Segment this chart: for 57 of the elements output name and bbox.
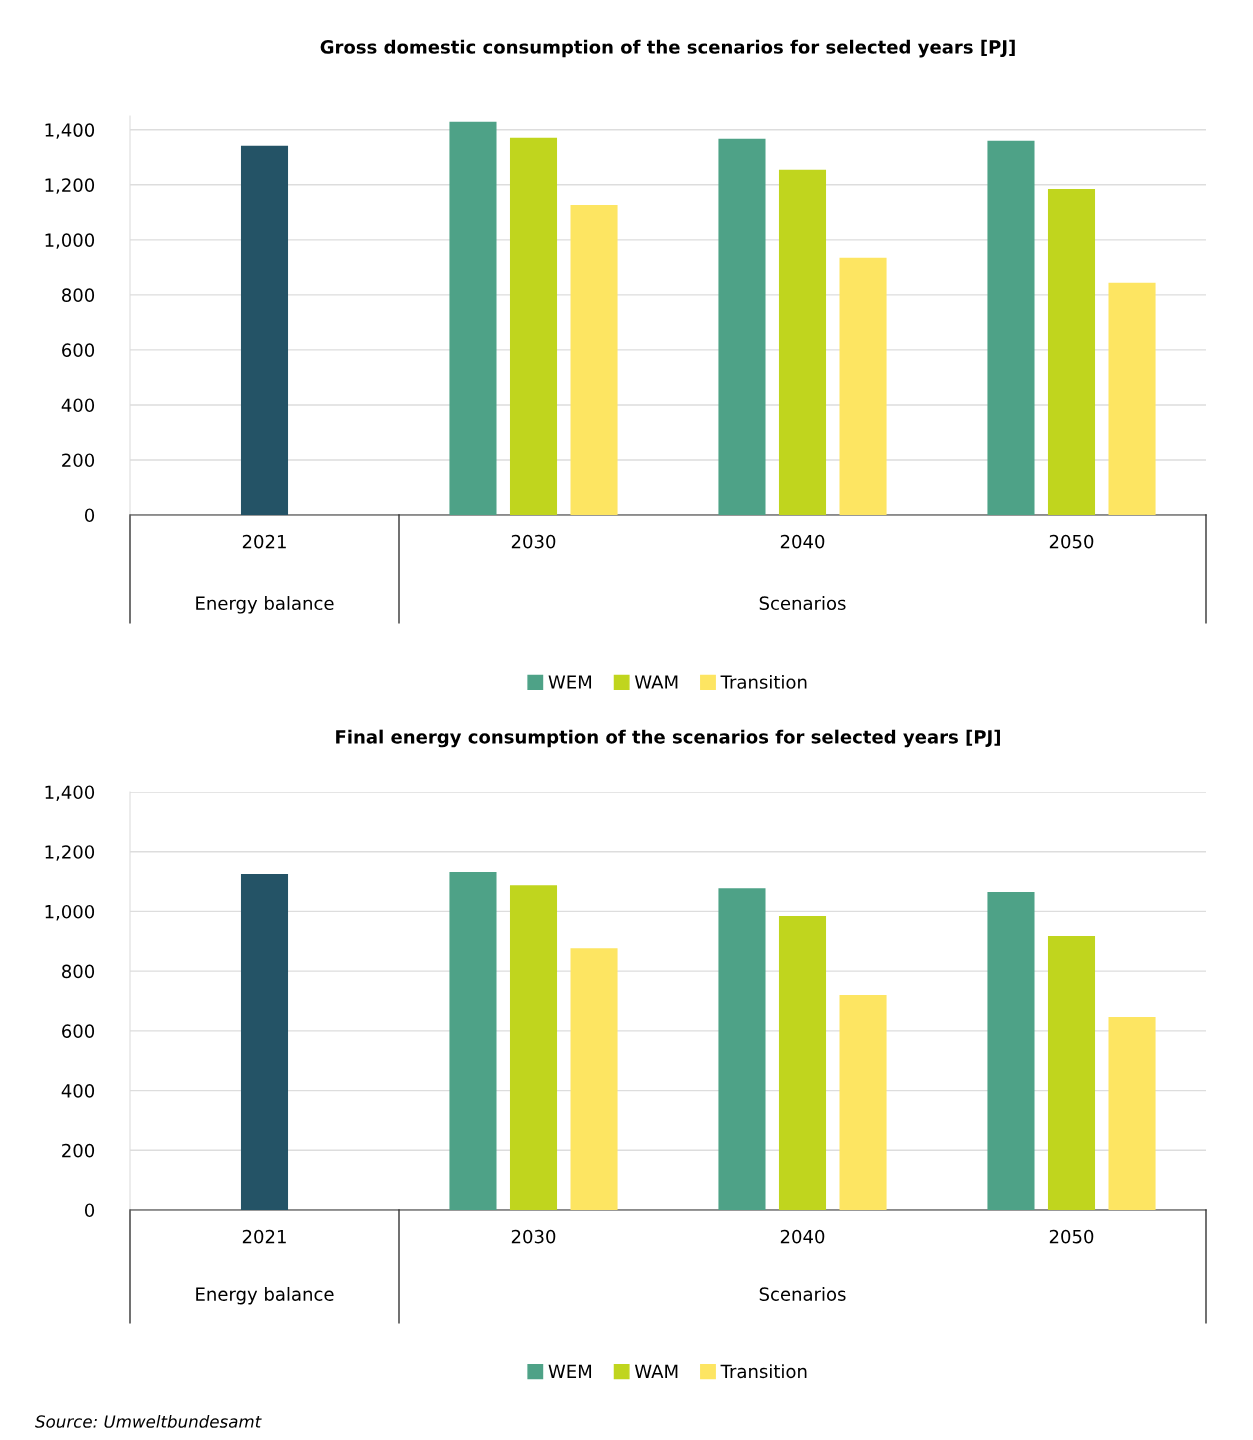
y-tick-label: 0 [84,1203,95,1218]
legend-label: Transition [720,674,807,689]
bar [449,872,497,1210]
y-tick-label: 1,000 [45,904,95,921]
y-tick-label: 600 [62,343,95,358]
bar [240,145,289,515]
y-tick-label: 800 [62,964,95,979]
text: Scenarios [759,1286,846,1301]
y-tick-label: 400 [61,398,95,413]
x-tick-label: 2050 [1049,1229,1094,1244]
legend-label: WEM [548,1364,592,1378]
x-tick-label: 2040 [780,1229,825,1244]
y-tick-label: 1,200 [45,178,95,194]
bar [1108,282,1156,515]
bar [1108,1017,1156,1210]
text: Energy balance [196,1286,334,1305]
x-tick-label: 2040 [780,534,825,549]
bar [718,138,766,515]
y-tick-label: 1,000 [45,233,95,249]
bar [570,948,618,1210]
bar [509,885,558,1210]
bar [778,169,827,515]
chart-title: Gross domestic consumption of the scenarios for selected years [PJ] [320,39,1015,58]
bar [987,140,1035,515]
x-tick-label: 2030 [511,1229,556,1244]
bar [718,888,766,1210]
bar [1047,935,1096,1210]
x-tick-label: 2021 [242,1229,286,1244]
bar [839,257,887,515]
y-tick-label: 200 [62,1143,95,1158]
legend-label: WEM [548,675,592,689]
bar [987,892,1035,1210]
y-tick-label: 1,200 [45,845,95,861]
text: Scenarios [759,596,846,611]
text: Energy balance [196,596,334,614]
bar [839,995,887,1210]
bar [240,874,289,1210]
y-tick-label: 1,400 [45,785,95,801]
legend-label: WAM [634,675,678,689]
bar [449,121,497,515]
x-tick-label: 2021 [242,534,286,549]
y-tick-label: 400 [61,1084,95,1098]
legend-label: Transition [720,1364,807,1379]
source-note: Source: Umweltbundesamt [35,1414,262,1428]
bar [570,204,618,515]
bar [1047,188,1096,515]
y-tick-label: 200 [62,453,95,468]
y-tick-label: 800 [62,288,95,302]
bar [509,137,558,515]
y-tick-label: 1,400 [45,123,95,139]
x-tick-label: 2030 [511,534,556,549]
chart-title: Final energy consumption of the scenarios for selected years [PJ] [336,729,1000,748]
y-tick-label: 600 [62,1024,95,1038]
x-tick-label: 2050 [1049,534,1094,549]
legend-label: WAM [634,1364,678,1378]
y-tick-label: 0 [84,508,95,523]
bar [778,915,827,1210]
